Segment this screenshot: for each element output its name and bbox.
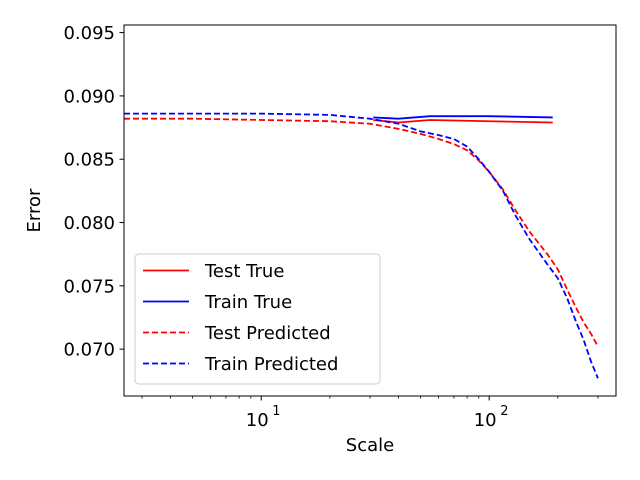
y-tick-label: 0.080 [63,213,115,234]
legend-box [134,253,381,385]
legend-label: Train Predicted [204,354,338,375]
y-tick-label: 0.085 [63,150,115,171]
legend-label: Test Predicted [204,323,331,344]
y-tick-label: 0.095 [63,23,115,44]
legend: Test True Train True Test Predicted Train P… [134,253,381,385]
x-tick-label-exponent: 1 [272,404,280,419]
y-tick-label: 0.075 [63,276,115,297]
x-tick-label-exponent: 2 [500,404,508,419]
x-tick-label: 10 [246,410,269,431]
legend-label: Train True [204,292,292,313]
series-line-train-predicted [124,112,599,379]
y-tick-label: 0.090 [63,86,115,107]
series-layer [124,112,599,379]
x-tick-label: 10 [474,410,497,431]
y-tick-label: 0.070 [63,340,115,361]
x-axis-label: Scale [346,435,394,456]
series-line-train-true [373,115,553,120]
y-axis-label: Error [24,188,45,232]
legend-label: Test True [204,261,284,282]
